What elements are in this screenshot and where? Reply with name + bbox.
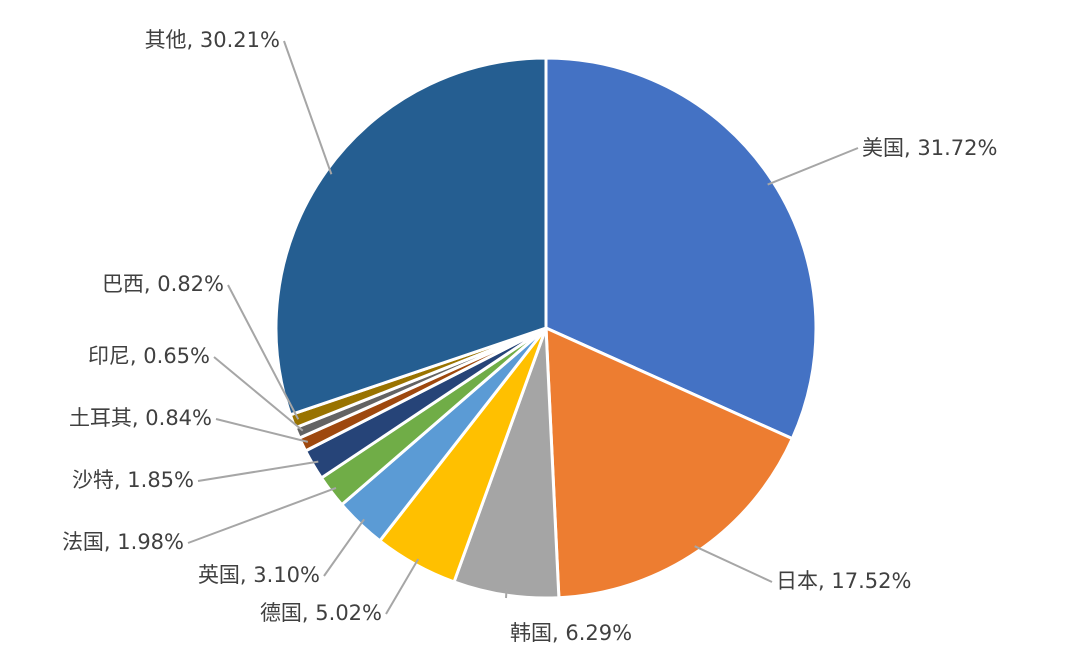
leader-lines [187, 40, 859, 615]
data-label-美国: 美国, 31.72% [862, 136, 997, 160]
pie-slice-美国 [544, 56, 818, 441]
data-label-巴西: 巴西, 0.82% [102, 272, 224, 296]
data-label-法国: 法国, 1.98% [62, 530, 184, 554]
pie-slice-日本 [544, 326, 794, 600]
leader-line-德国 [385, 558, 420, 615]
data-label-日本: 日本, 17.52% [776, 569, 911, 593]
leader-line-韩国 [505, 588, 508, 599]
leader-line-日本 [694, 545, 773, 583]
data-label-土耳其: 土耳其, 0.84% [69, 406, 212, 430]
leader-line-法国 [187, 487, 337, 544]
data-label-德国: 德国, 5.02% [260, 601, 382, 625]
leader-line-印尼 [213, 356, 304, 432]
data-label-英国: 英国, 3.10% [198, 563, 320, 587]
data-label-其他: 其他, 30.21% [145, 28, 280, 52]
pie-slice-其他 [274, 56, 548, 417]
leader-line-沙特 [197, 460, 319, 482]
leader-line-其他 [283, 40, 333, 175]
leader-line-巴西 [227, 284, 300, 420]
data-label-韩国: 韩国, 6.29% [510, 621, 632, 645]
pie-slices [274, 56, 818, 600]
data-label-沙特: 沙特, 1.85% [72, 468, 194, 492]
leader-line-土耳其 [215, 418, 309, 443]
data-label-印尼: 印尼, 0.65% [88, 344, 210, 368]
data-labels: 美国, 31.72% 日本, 17.52% 韩国, 6.29% 德国, 5.02% 英国… [62, 28, 998, 645]
leader-line-英国 [323, 518, 365, 577]
leader-line-美国 [767, 147, 859, 186]
